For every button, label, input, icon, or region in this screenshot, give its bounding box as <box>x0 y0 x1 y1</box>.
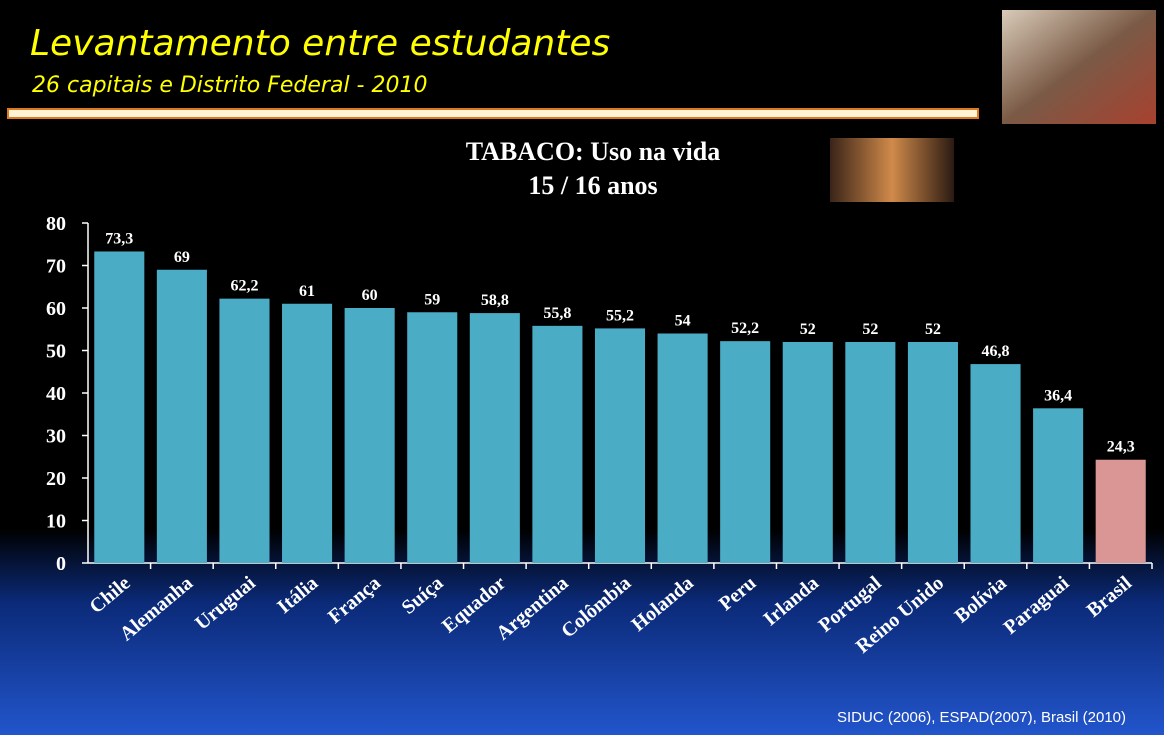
bar <box>658 334 708 564</box>
bar <box>783 342 833 563</box>
value-label: 55,8 <box>543 305 571 322</box>
bar <box>94 251 144 563</box>
bar <box>157 270 207 563</box>
bar <box>532 326 582 563</box>
value-label: 62,2 <box>230 278 258 295</box>
value-label: 52 <box>800 321 816 338</box>
y-tick-label: 80 <box>46 213 66 235</box>
value-label: 24,3 <box>1107 439 1135 456</box>
value-label: 52 <box>925 321 941 338</box>
value-label: 69 <box>174 249 190 266</box>
y-tick-label: 50 <box>46 341 66 363</box>
chart-title: TABACO: Uso na vida <box>466 137 721 166</box>
bar <box>970 364 1020 563</box>
slide: Levantamento entre estudantes 26 capitai… <box>0 0 1164 735</box>
value-label: 58,8 <box>481 292 509 309</box>
value-label: 52 <box>862 321 878 338</box>
bar <box>720 341 770 563</box>
slide-subtitle: 26 capitais e Distrito Federal - 2010 <box>32 73 427 98</box>
bar <box>595 328 645 563</box>
value-label: 55,2 <box>606 307 634 324</box>
bar <box>908 342 958 563</box>
y-tick-label: 40 <box>46 383 66 405</box>
slide-title: Levantamento entre estudantes <box>30 23 610 64</box>
bar <box>470 313 520 563</box>
chart-subtitle: 15 / 16 anos <box>528 171 657 200</box>
bar <box>1033 408 1083 563</box>
value-label: 54 <box>675 313 691 330</box>
y-tick-label: 70 <box>46 256 66 278</box>
value-label: 46,8 <box>982 343 1010 360</box>
value-label: 60 <box>362 287 378 304</box>
bar <box>282 304 332 563</box>
y-tick-label: 10 <box>46 511 66 533</box>
bar <box>1096 460 1146 563</box>
bar <box>219 299 269 563</box>
title-rule <box>8 109 978 118</box>
value-label: 59 <box>424 291 440 308</box>
y-tick-label: 60 <box>46 298 66 320</box>
cigarette-photo <box>830 138 954 202</box>
bar <box>407 312 457 563</box>
value-label: 73,3 <box>105 230 133 247</box>
students-photo <box>1002 10 1156 124</box>
y-tick-label: 0 <box>56 553 66 575</box>
value-label: 36,4 <box>1044 387 1072 404</box>
bar <box>845 342 895 563</box>
y-tick-label: 30 <box>46 426 66 448</box>
y-tick-label: 20 <box>46 468 66 490</box>
bar <box>345 308 395 563</box>
value-label: 52,2 <box>731 320 759 337</box>
value-label: 61 <box>299 283 315 300</box>
source-note: SIDUC (2006), ESPAD(2007), Brasil (2010) <box>837 709 1126 726</box>
